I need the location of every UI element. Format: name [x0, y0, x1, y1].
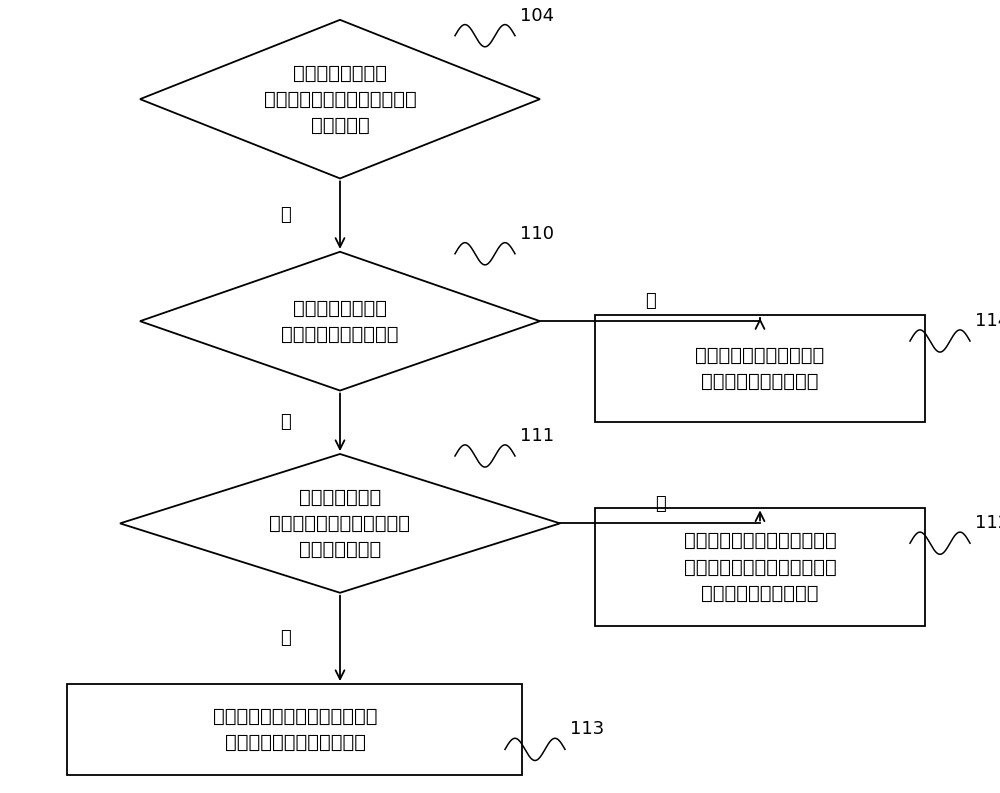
- Text: 111: 111: [520, 427, 554, 445]
- Text: 使用目标瓶试剂的试剂瓶: 使用目标瓶试剂的试剂瓶: [695, 347, 825, 365]
- Text: 准是否成功: 准是否成功: [311, 116, 369, 135]
- Text: 将目标瓶试剂所在的试剂批次: 将目标瓶试剂所在的试剂批次: [684, 531, 836, 550]
- Polygon shape: [140, 252, 540, 391]
- Text: 拒绝使用目标瓶试剂所在的试剂: 拒绝使用目标瓶试剂所在的试剂: [213, 707, 377, 726]
- Bar: [595, 508, 925, 626]
- Text: 否: 否: [280, 413, 290, 431]
- Text: 批次中的试剂进行实验检测: 批次中的试剂进行实验检测: [224, 734, 366, 752]
- Text: 是: 是: [645, 293, 655, 310]
- Text: 112: 112: [975, 514, 1000, 532]
- Text: 否: 否: [280, 206, 290, 224]
- Text: 试剂批工作曲线: 试剂批工作曲线: [299, 540, 381, 559]
- Text: 否: 否: [280, 630, 290, 647]
- Text: 104: 104: [520, 6, 554, 25]
- Bar: [595, 315, 925, 422]
- Text: 113: 113: [570, 720, 604, 738]
- Text: 所在的试剂批次是否对应有: 所在的试剂批次是否对应有: [270, 514, 411, 533]
- Text: 工作曲线进行实验检测: 工作曲线进行实验检测: [701, 373, 819, 391]
- Text: 否具有试剂瓶工作曲线: 否具有试剂瓶工作曲线: [281, 325, 399, 343]
- Text: 114: 114: [975, 312, 1000, 330]
- Bar: [67, 684, 522, 776]
- Polygon shape: [140, 20, 540, 178]
- Text: 检测目标瓶试剂是: 检测目标瓶试剂是: [293, 299, 387, 317]
- Text: 是: 是: [655, 495, 665, 512]
- Text: 110: 110: [520, 224, 554, 243]
- Text: 试剂的工作曲线并使用: 试剂的工作曲线并使用: [701, 584, 819, 603]
- Text: 的试剂批工作曲线作为目标瓶: 的试剂批工作曲线作为目标瓶: [684, 557, 836, 577]
- Text: 对目标瓶试剂进行: 对目标瓶试剂进行: [293, 63, 387, 82]
- Polygon shape: [120, 454, 560, 592]
- Text: 校准，确定对目标瓶试剂的校: 校准，确定对目标瓶试剂的校: [264, 90, 416, 109]
- Text: 判断目标瓶试剂: 判断目标瓶试剂: [299, 488, 381, 507]
